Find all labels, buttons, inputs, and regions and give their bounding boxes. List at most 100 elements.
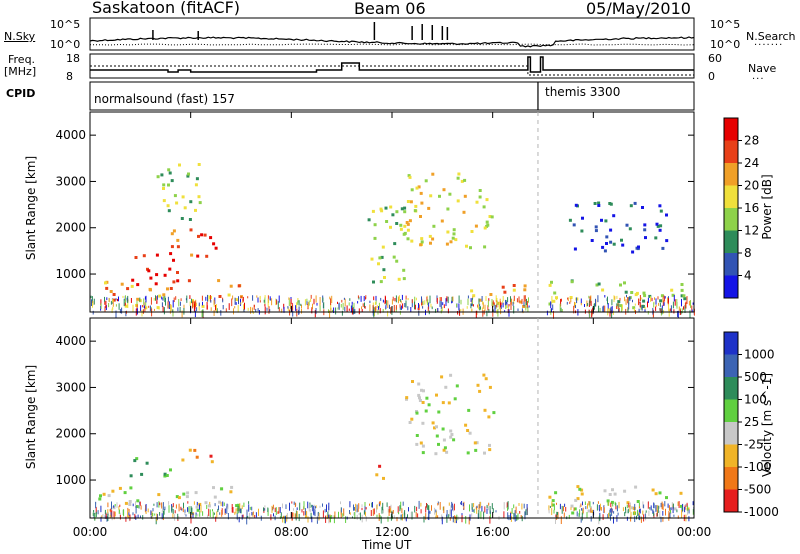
heatmap-cell [382,509,384,514]
heatmap-cell [584,304,585,307]
heatmap-cell [495,304,497,309]
heatmap-cell [638,513,640,520]
heatmap-cell [452,516,454,523]
heatmap-cell [440,309,442,314]
heatmap-cell [124,304,128,308]
heatmap-cell [590,239,594,242]
heatmap-cell [216,511,218,518]
heatmap-cell [252,295,254,301]
heatmap-cell [478,298,482,302]
heatmap-cell [387,300,389,309]
heatmap-cell [663,295,665,299]
heatmap-cell [620,238,623,242]
heatmap-cell [426,503,428,510]
heatmap-cell [172,509,174,515]
heatmap-cell [301,308,302,314]
heatmap-cell [657,296,659,300]
heatmap-cell [477,304,479,310]
heatmap-cell [158,501,160,508]
heatmap-cell [525,303,527,311]
heatmap-cell [619,297,621,301]
heatmap-cell [672,507,674,514]
heatmap-cell [597,282,601,286]
heatmap-cell [296,507,298,511]
heatmap-cell [634,303,636,306]
heatmap-cell [233,308,234,315]
heatmap-cell [317,512,319,517]
heatmap-cell [676,299,678,307]
heatmap-cell [129,474,133,478]
heatmap-cell [551,503,555,507]
heatmap-cell [628,297,630,305]
heatmap-cell [489,516,491,524]
heatmap-cell [474,224,478,228]
heatmap-cell [457,311,459,315]
heatmap-cell [196,307,198,312]
noise-search-line [89,43,695,46]
heatmap-cell [340,304,342,308]
heatmap-cell [478,389,482,393]
heatmap-cell [397,277,401,281]
heatmap-cell [451,236,455,240]
heatmap-cell [623,489,627,493]
heatmap-cell [135,303,138,307]
heatmap-cell [399,227,403,231]
colorbar-tick-label: 12 [744,224,759,238]
heatmap-cell [338,511,339,519]
heatmap-cell [319,297,321,305]
heatmap-cell [307,516,309,523]
heatmap-cell [663,300,665,303]
heatmap-cell [104,306,106,312]
heatmap-cell [322,503,323,507]
heatmap-cell [618,501,620,509]
heatmap-cell [613,295,615,303]
heatmap-cell [297,301,299,305]
heatmap-cell [289,502,290,511]
heatmap-cell [441,516,443,525]
heatmap-cell [102,514,104,519]
heatmap-cell [571,511,575,515]
heatmap-cell [667,298,669,306]
heatmap-cell [574,302,576,308]
heatmap-cell [450,505,452,514]
heatmap-cell [299,502,301,511]
heatmap-cell [483,511,485,520]
heatmap-cell [200,505,202,513]
heatmap-cell [526,298,527,306]
heatmap-cell [166,287,169,291]
heatmap-cell [452,296,454,302]
heatmap-cell [375,295,377,301]
heatmap-cell [608,501,610,506]
heatmap-cell [278,295,280,303]
heatmap-cell [586,512,588,518]
heatmap-cell [164,296,166,303]
heatmap-cell [448,502,450,506]
heatmap-cell [417,307,419,311]
heatmap-cell [460,502,462,505]
heatmap-cell [676,509,678,513]
heatmap-cell [199,504,200,510]
heatmap-cell [661,246,665,250]
heatmap-cell [231,508,233,513]
heatmap-cell [194,310,196,318]
heatmap-cell [104,300,106,305]
heatmap-cell [234,297,236,305]
heatmap-cell [659,302,661,307]
heatmap-cell [127,295,129,304]
colorbar-tick-label: 25 [744,415,759,429]
heatmap-cell [390,507,392,513]
heatmap-cell [446,207,450,211]
heatmap-cell [264,297,266,305]
heatmap-cell [274,507,276,512]
heatmap-cell [449,435,453,439]
heatmap-cell [128,511,130,517]
heatmap-cell [170,245,174,249]
station-title: Saskatoon (fitACF) [92,0,241,17]
heatmap-cell [489,511,491,519]
heatmap-cell [375,309,377,312]
heatmap-cell [648,294,652,298]
heatmap-cell [255,512,257,518]
heatmap-cell [684,506,686,513]
heatmap-cell [468,431,472,435]
heatmap-cell [187,501,189,504]
